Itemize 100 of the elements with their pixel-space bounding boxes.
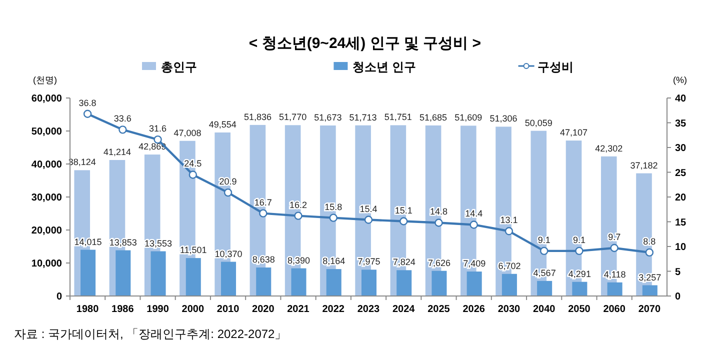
data-label: 16.2 [290, 200, 308, 210]
bar [221, 262, 236, 296]
x-tick-label: 2040 [532, 304, 556, 315]
data-label: 15.8 [324, 202, 342, 212]
point [188, 170, 198, 179]
data-label: 9.1 [538, 234, 550, 245]
bar [537, 280, 552, 296]
x-tick-label: 2010 [216, 304, 240, 315]
y-tick-label: 0 [56, 292, 62, 302]
data-label: 47,107 [560, 128, 588, 138]
data-label: 31.6 [149, 124, 167, 134]
y-tick-label: 20,000 [31, 226, 62, 236]
data-label: 13.1 [500, 215, 518, 226]
y2-tick-label: 30 [675, 143, 687, 154]
data-label: 16.7 [254, 197, 272, 208]
legend-label: 총인구 [161, 60, 197, 74]
x-tick-label: 2022 [322, 304, 345, 315]
data-label: 9.1 [572, 234, 586, 245]
point [575, 246, 584, 256]
data-label: 51,713 [349, 112, 377, 122]
data-label: 8,390 [287, 255, 310, 266]
bar [361, 270, 376, 296]
data-label: 7,409 [463, 258, 486, 269]
bar [116, 250, 131, 296]
data-label: 8,164 [322, 256, 346, 266]
data-label: 7,626 [428, 258, 450, 268]
bar [466, 272, 482, 296]
data-label: 38,124 [68, 157, 96, 168]
y-tick-label: 10,000 [31, 258, 62, 270]
x-tick-label: 2000 [182, 304, 204, 315]
data-label: 51,306 [490, 114, 518, 124]
x-tick-label: 2030 [498, 304, 521, 315]
x-tick-label: 2021 [287, 304, 310, 315]
data-label: 41,214 [103, 146, 131, 157]
chart-title: < 청소년(9~24세) 인구 및 구성비 > [248, 35, 482, 52]
y-tick-label: 50,000 [31, 126, 62, 138]
bar [607, 282, 622, 296]
data-label: 9.7 [608, 232, 621, 242]
data-label: 14.4 [465, 208, 483, 219]
point [118, 126, 127, 134]
point [470, 220, 478, 229]
bar [502, 274, 517, 296]
data-label: 51,770 [279, 112, 307, 122]
data-label: 20.9 [219, 176, 237, 187]
y2-tick-label: 25 [675, 168, 687, 179]
point [294, 212, 302, 220]
data-label: 42,302 [595, 143, 623, 154]
point [540, 246, 548, 256]
y2-tick-label: 5 [675, 266, 681, 278]
data-label: 14.8 [430, 206, 448, 217]
bar [150, 251, 166, 296]
x-tick-label: 2026 [462, 304, 486, 315]
data-label: 3,257 [638, 272, 662, 282]
data-label: 51,751 [384, 112, 412, 122]
data-label: 7,975 [358, 256, 380, 267]
data-label: 15.4 [360, 204, 378, 214]
bar [186, 258, 201, 296]
data-label: 4,118 [604, 269, 626, 280]
data-label: 7,824 [392, 257, 416, 268]
data-label: 11,501 [180, 245, 207, 256]
y-tick-label: 40,000 [31, 160, 62, 170]
data-label: 51,836 [244, 112, 272, 122]
point [434, 218, 443, 227]
data-label: 4,567 [533, 268, 556, 278]
bar [80, 250, 96, 296]
y2-tick-label: 10 [675, 242, 687, 253]
bar [572, 282, 588, 296]
text: 자료 : 국가데이터처, 「장래인구추계: 2022-2072」 [14, 327, 287, 341]
data-label: 15.1 [394, 205, 412, 216]
data-label: 51,609 [454, 112, 482, 123]
x-tick-label: 2025 [428, 304, 450, 315]
bar [396, 270, 412, 296]
x-tick-label: 1986 [112, 304, 134, 315]
x-tick-label: 2060 [603, 304, 626, 315]
data-label: 13,553 [144, 238, 172, 248]
data-label: 6,702 [498, 260, 521, 271]
data-label: 51,673 [314, 112, 342, 122]
data-label: 10,370 [214, 248, 242, 259]
x-tick-label: 2023 [357, 304, 380, 315]
point [504, 227, 514, 236]
point [329, 214, 338, 222]
x-tick-label: 2020 [252, 304, 275, 315]
x-tick-label: 2024 [392, 304, 416, 315]
y2-tick-label: 0 [675, 292, 681, 302]
y2-tick-label: 15 [675, 217, 687, 228]
legend-label: 청소년 인구 [352, 60, 416, 74]
bar [432, 270, 447, 296]
data-label: 47,008 [174, 128, 202, 138]
point [364, 216, 373, 224]
x-tick-label: 2070 [638, 304, 661, 315]
point [224, 188, 232, 197]
point [645, 248, 654, 257]
data-label: 49,554 [208, 119, 236, 130]
data-label: 37,182 [630, 160, 658, 170]
bar [326, 269, 342, 296]
point [400, 217, 408, 226]
y-tick-label: 60,000 [31, 94, 62, 104]
data-label: 51,685 [420, 112, 448, 122]
y2-tick-label: 40 [675, 94, 687, 104]
y-axis-title: (천명) [33, 75, 57, 85]
